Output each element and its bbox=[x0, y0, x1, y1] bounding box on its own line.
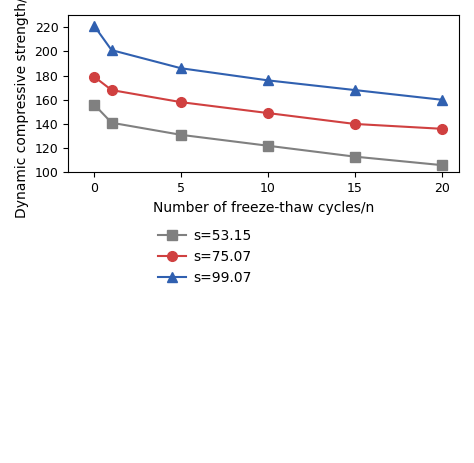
s=75.07 bbox=[352, 121, 357, 127]
Line: s=75.07: s=75.07 bbox=[89, 72, 447, 134]
s=75.07 bbox=[109, 88, 114, 93]
s=99.07 bbox=[178, 65, 184, 71]
s=75.07 bbox=[265, 110, 271, 116]
s=99.07 bbox=[265, 78, 271, 83]
s=99.07 bbox=[109, 47, 114, 53]
s=53.15 bbox=[178, 132, 184, 138]
Y-axis label: Dynamic compressive strength/MPa: Dynamic compressive strength/MPa bbox=[15, 0, 29, 218]
s=99.07 bbox=[91, 23, 97, 29]
s=75.07 bbox=[91, 74, 97, 80]
s=99.07 bbox=[352, 88, 357, 93]
s=53.15 bbox=[91, 102, 97, 107]
s=53.15 bbox=[109, 120, 114, 125]
Line: s=53.15: s=53.15 bbox=[89, 100, 447, 170]
s=53.15 bbox=[265, 143, 271, 149]
Legend: s=53.15, s=75.07, s=99.07: s=53.15, s=75.07, s=99.07 bbox=[153, 223, 257, 290]
X-axis label: Number of freeze-thaw cycles/n: Number of freeze-thaw cycles/n bbox=[153, 200, 374, 215]
s=75.07 bbox=[439, 126, 445, 131]
s=99.07 bbox=[439, 97, 445, 102]
s=75.07 bbox=[178, 100, 184, 105]
Line: s=99.07: s=99.07 bbox=[89, 21, 447, 105]
s=53.15 bbox=[439, 163, 445, 168]
s=53.15 bbox=[352, 154, 357, 159]
